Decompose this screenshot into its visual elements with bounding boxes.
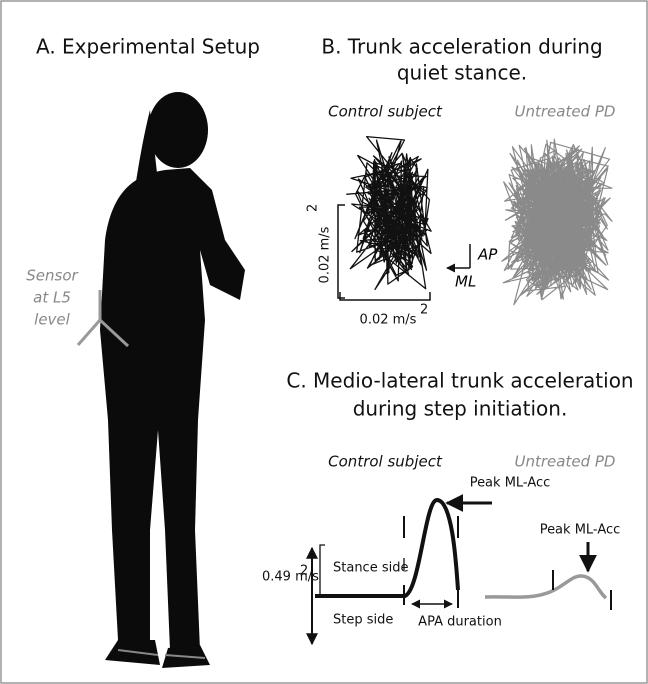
axis-ml: ML	[455, 273, 476, 291]
panel-c-title: C. Medio-lateral trunk acceleration	[286, 369, 633, 393]
scale-exponent: 2	[420, 303, 428, 318]
sensor-label: level	[34, 311, 71, 329]
figure: A. Experimental Setup Sensor at L5 level…	[0, 0, 648, 684]
scale-exponent: 2	[306, 204, 321, 212]
axis-ap: AP	[477, 246, 498, 264]
panel-a-title: A. Experimental Setup	[36, 35, 260, 59]
scale-label: 0.02 m/s	[360, 313, 417, 328]
scale-exponent: 2	[300, 564, 308, 579]
scale-label: 0.02 m/s	[318, 226, 333, 283]
peak-label: Peak ML-Acc	[540, 523, 621, 538]
sensor-label: Sensor	[26, 267, 78, 285]
stance-side: Stance side	[333, 561, 408, 576]
panel-c-title: during step initiation.	[353, 397, 568, 421]
panel-b-title: B. Trunk acceleration during	[321, 35, 602, 59]
control-label: Control subject	[328, 103, 443, 121]
step-side: Step side	[333, 613, 393, 628]
peak-label: Peak ML-Acc	[470, 476, 551, 491]
sensor-label: at L5	[33, 289, 71, 307]
panel-b-title: quiet stance.	[397, 61, 527, 85]
apa-duration: APA duration	[418, 615, 502, 630]
scale-label: 0.49 m/s	[262, 570, 319, 585]
control-label: Control subject	[328, 453, 443, 471]
pd-label: Untreated PD	[515, 103, 616, 121]
pd-label: Untreated PD	[515, 453, 616, 471]
